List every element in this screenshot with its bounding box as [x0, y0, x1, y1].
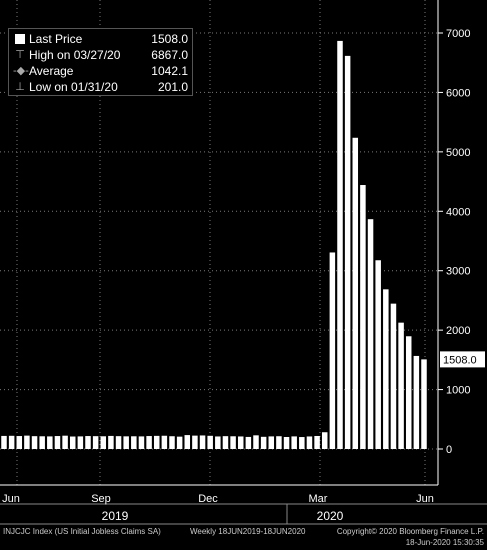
bar — [222, 436, 229, 449]
bar — [230, 436, 236, 449]
legend-label: Low on 01/31/20 — [29, 80, 118, 94]
bar — [131, 436, 137, 449]
bar — [383, 289, 389, 449]
bar — [108, 435, 114, 449]
bar — [237, 436, 244, 449]
y-axis: 0 1000 2000 3000 4000 5000 6000 7000 1508.0 — [437, 0, 485, 485]
x-year-label: 2019 — [102, 509, 129, 523]
last-price-swatch — [15, 34, 25, 44]
bar — [413, 355, 420, 449]
bar — [405, 336, 412, 449]
copyright: Copyright© 2020 Bloomberg Finance L.P. — [336, 527, 484, 536]
bar-series — [1, 40, 427, 450]
bar — [85, 436, 91, 449]
bar — [100, 436, 107, 449]
bar — [62, 435, 68, 449]
low-marker-icon: ⊥ — [15, 81, 25, 93]
legend-low: ⊥ Low on 01/31/20 201.0 — [13, 79, 188, 95]
legend-label: Last Price — [29, 32, 83, 46]
bar — [47, 436, 53, 449]
bar — [161, 435, 168, 449]
bar — [77, 436, 84, 449]
bar — [176, 436, 183, 449]
legend-high: ⊤ High on 03/27/20 6867.0 — [13, 47, 188, 63]
timestamp: 18-Jun-2020 15:30:35 — [405, 538, 484, 547]
bar — [16, 436, 23, 449]
bar — [31, 436, 38, 449]
bar — [253, 435, 259, 449]
legend-average: -◆- Average 1042.1 — [13, 63, 188, 79]
bar — [352, 137, 359, 449]
legend-label: Average — [29, 64, 74, 78]
bar — [329, 252, 336, 449]
bar — [276, 436, 282, 449]
legend-value: 1508.0 — [151, 32, 188, 46]
bar — [207, 435, 213, 449]
bar — [92, 436, 99, 449]
y-tick-label: 5000 — [446, 147, 470, 159]
y-tick-label: 2000 — [446, 325, 470, 337]
security-description: INJCJC Index (US Initial Jobless Claims … — [3, 527, 161, 536]
x-tick-label: Jun — [2, 493, 20, 505]
y-tick-label: 6000 — [446, 87, 470, 99]
bar — [115, 436, 122, 449]
bar — [260, 436, 267, 449]
legend-value: 6867.0 — [151, 48, 188, 62]
x-tick-label: Dec — [198, 493, 218, 505]
x-tick-label: Sep — [91, 493, 111, 505]
bar — [367, 219, 374, 449]
last-price-tag-box — [440, 351, 485, 368]
high-marker-icon: ⊤ — [15, 49, 25, 61]
bar — [39, 436, 45, 449]
last-price-tag-label: 1508.0 — [443, 354, 477, 366]
x-tick-label: Jun — [416, 493, 434, 505]
legend: Last Price 1508.0 ⊤ High on 03/27/20 686… — [8, 28, 193, 96]
date-range: Weekly 18JUN2019-18JUN2020 — [190, 527, 306, 536]
legend-label: High on 03/27/20 — [29, 48, 121, 62]
bar — [360, 185, 366, 449]
bar — [8, 435, 15, 449]
bar — [390, 303, 397, 449]
bar — [169, 436, 175, 449]
bar — [321, 432, 328, 449]
x-year-label: 2020 — [317, 509, 344, 523]
bar — [314, 435, 320, 449]
bar — [123, 436, 129, 449]
legend-value: 201.0 — [157, 80, 188, 94]
x-axis: Jun Sep Dec Mar Jun 2019 2020 — [0, 484, 487, 525]
bar — [184, 435, 191, 449]
y-tick-label: 1000 — [446, 385, 470, 397]
bar — [138, 436, 145, 449]
bar — [1, 435, 7, 449]
bar — [215, 436, 221, 449]
bar — [291, 436, 297, 449]
bar — [24, 435, 30, 449]
y-tick-label: 3000 — [446, 266, 470, 278]
average-marker-icon: -◆- — [13, 65, 29, 77]
bar — [153, 435, 160, 449]
bar — [344, 55, 351, 449]
last-price-tag: 1508.0 — [440, 351, 485, 368]
bar — [69, 436, 76, 449]
y-tick-label: 0 — [446, 444, 452, 456]
bar — [421, 359, 427, 449]
legend-value: 1042.1 — [151, 64, 188, 78]
bar — [299, 437, 305, 449]
bar — [398, 322, 404, 449]
x-tick-label: Mar — [309, 493, 328, 505]
bar — [199, 435, 206, 449]
bar — [375, 260, 381, 449]
bar — [146, 436, 152, 449]
bar — [54, 436, 61, 449]
bar — [245, 436, 252, 449]
y-tick-label: 4000 — [446, 206, 470, 218]
bar — [337, 40, 343, 450]
bar — [283, 436, 290, 449]
y-tick-label: 7000 — [446, 28, 470, 40]
legend-last-price: Last Price 1508.0 — [13, 31, 188, 47]
bar — [306, 436, 313, 449]
bar — [192, 435, 198, 449]
bar — [268, 436, 275, 449]
